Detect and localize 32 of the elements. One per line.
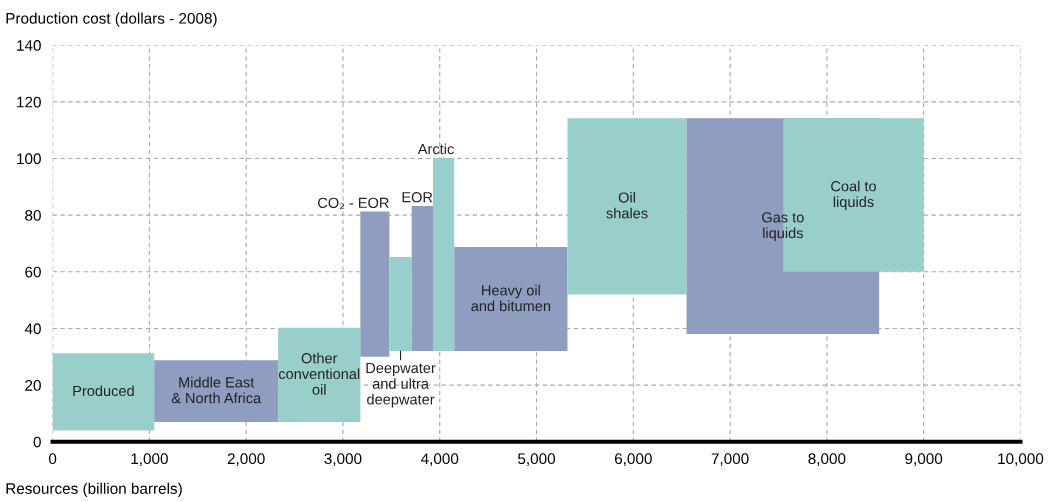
series-label: Oil shales [606, 191, 648, 219]
x-tick-label: 4,000 [420, 453, 459, 466]
series-label: Produced [73, 385, 134, 397]
x-axis-title: Resources (billion barrels) [6, 482, 182, 497]
y-tick-label: 100 [17, 153, 41, 165]
x-tick-label: 5,000 [518, 453, 556, 466]
x-tick-label: 9,000 [905, 453, 943, 466]
series-label: CO₂ - EOR [318, 197, 389, 210]
series-label: Gas to liquids [762, 212, 804, 242]
y-tick-label: 60 [25, 266, 41, 278]
x-tick-label: 0 [48, 453, 57, 465]
x-tick-label: 6,000 [614, 453, 652, 466]
x-tick-label: 8,000 [808, 453, 846, 466]
y-tick-label: 140 [17, 40, 41, 51]
x-tick-label: 10,000 [998, 453, 1044, 466]
y-axis-title: Production cost (dollars - 2008) [6, 12, 217, 27]
y-tick-label: 80 [25, 210, 41, 221]
series-label: Coal to liquids [831, 180, 876, 210]
y-tick-label: 40 [24, 323, 41, 335]
y-tick-label: 120 [17, 96, 41, 108]
y-tick-label: 20 [25, 379, 41, 391]
series-label: Middle East & North Africa [171, 376, 262, 404]
series-label: EOR [402, 192, 433, 203]
series-label: Heavy oil and bitumen [471, 284, 551, 312]
x-tick-label: 7,000 [711, 453, 749, 466]
series-label: Other conventional oil [278, 352, 360, 395]
series-label: Deepwater and ultra deepwater [366, 362, 436, 408]
x-tick-label: 2,000 [227, 453, 265, 466]
series-label: Arctic [417, 143, 454, 155]
y-tick-label: 0 [33, 436, 41, 448]
x-tick-label: 3,000 [324, 453, 362, 466]
x-tick-label: 1,000 [131, 453, 168, 466]
